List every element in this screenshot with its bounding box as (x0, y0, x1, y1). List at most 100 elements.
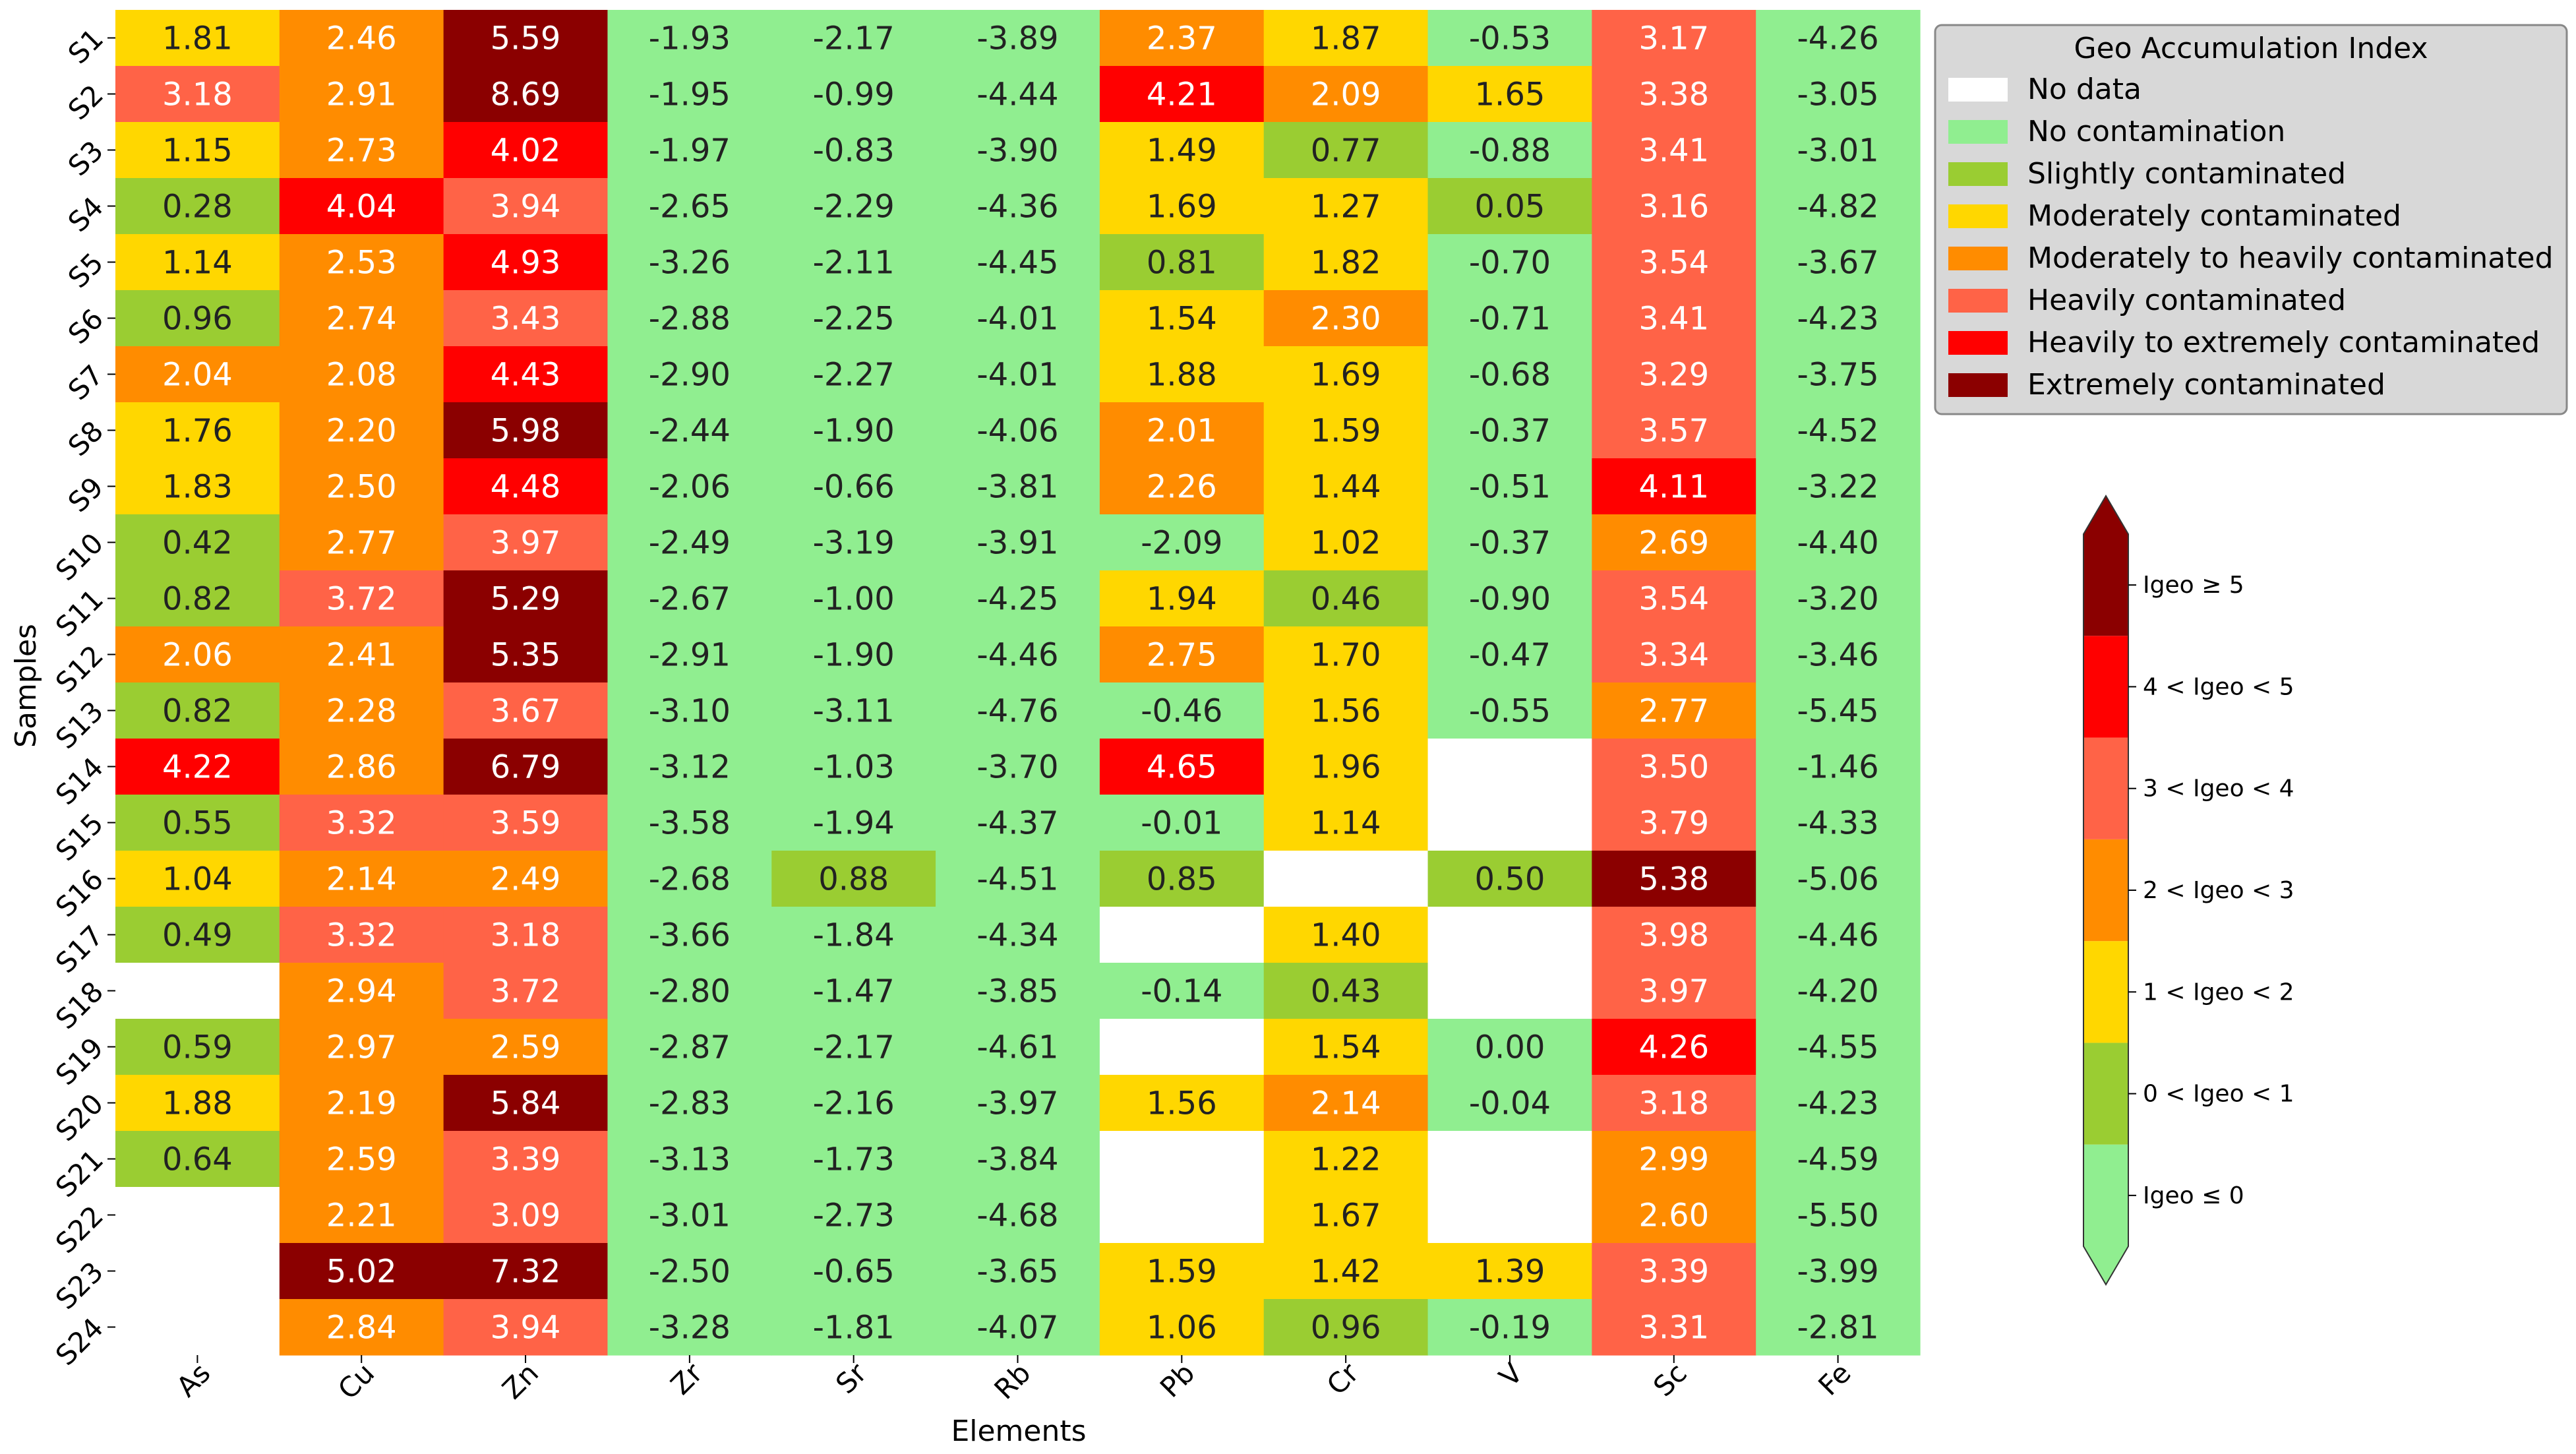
cell-value-label: 1.94 (1147, 581, 1217, 618)
cell-value-label: 4.48 (491, 469, 561, 506)
heatmap-cell (1099, 963, 1265, 1019)
heatmap-cell (279, 963, 444, 1019)
heatmap-cell (1592, 458, 1756, 515)
heatmap-cell (115, 122, 280, 179)
legend-label: Extremely contaminated (2027, 368, 2385, 402)
cell-value-label: 0.59 (162, 1029, 233, 1066)
heatmap-cell (115, 178, 280, 235)
heatmap-cell (279, 907, 444, 963)
heatmap-cell (443, 346, 609, 403)
heatmap-cell (1099, 739, 1265, 795)
cell-value-label: 5.38 (1638, 861, 1709, 898)
heatmap-cell (279, 1019, 444, 1075)
cell-value-label: 2.37 (1147, 20, 1217, 57)
heatmap-cell (443, 122, 609, 179)
heatmap-cell (279, 626, 444, 683)
heatmap-cell (443, 682, 609, 739)
cell-value-label: -2.17 (813, 20, 895, 57)
cell-value-label: 3.39 (491, 1141, 561, 1178)
cell-value-label: 3.32 (326, 805, 397, 842)
heatmap-cell (1263, 10, 1429, 67)
heatmap-cell (1427, 739, 1592, 795)
heatmap-cell (1592, 795, 1756, 851)
cell-value-label: -0.83 (813, 133, 895, 169)
heatmap-cell (936, 290, 1100, 347)
cell-value-label: 1.56 (1311, 693, 1381, 730)
y-tick-label: S2 (62, 78, 109, 126)
heatmap-cell (1427, 402, 1592, 459)
colorbar-segment (2083, 496, 2128, 636)
heatmap-cell (1263, 234, 1429, 291)
heatmap-cell (1592, 907, 1756, 963)
cell-value-label: -2.25 (813, 301, 895, 338)
cell-value-label: -0.68 (1469, 357, 1551, 394)
heatmap-cell (279, 851, 444, 907)
heatmap-cell (1592, 402, 1756, 459)
cell-value-label: 1.40 (1311, 917, 1381, 954)
heatmap-cell (443, 795, 609, 851)
colorbar-label: 3 < Igeo < 4 (2143, 775, 2294, 803)
heatmap-cell (1756, 851, 1921, 907)
cell-value-label: 3.72 (326, 581, 397, 618)
cell-value-label: 4.11 (1638, 469, 1709, 506)
cell-value-label: 3.16 (1638, 189, 1709, 226)
heatmap-cell (1756, 907, 1921, 963)
heatmap-cell (771, 963, 936, 1019)
heatmap-cell (443, 402, 609, 459)
heatmap-cell (1592, 1187, 1756, 1244)
heatmap-cell (1756, 626, 1921, 683)
heatmap-cell (115, 626, 280, 683)
heatmap-cell (607, 1243, 772, 1300)
cell-value-label: 2.77 (326, 525, 397, 562)
cell-value-label: -3.22 (1797, 469, 1878, 506)
cell-value-label: 0.46 (1311, 581, 1381, 618)
heatmap-cell (1592, 739, 1756, 795)
heatmap-cell (443, 1299, 609, 1356)
x-tick-label: Sc (1647, 1356, 1693, 1403)
heatmap-cell (1592, 570, 1756, 627)
heatmap-cell (607, 290, 772, 347)
cell-value-label: -3.58 (649, 805, 731, 842)
cell-value-label: -4.37 (976, 805, 1058, 842)
cell-value-label: -2.73 (813, 1197, 895, 1234)
cell-value-label: -3.11 (813, 693, 895, 730)
legend-label: Slightly contaminated (2027, 157, 2346, 191)
legend-swatch (1948, 162, 2008, 186)
heatmap-cell (771, 178, 936, 235)
cell-value-label: 0.28 (162, 189, 233, 226)
cell-value-label: 2.59 (491, 1029, 561, 1066)
cell-value-label: 2.26 (1147, 469, 1217, 506)
heatmap-cell (1592, 682, 1756, 739)
heatmap-cell (115, 290, 280, 347)
heatmap-cell (1756, 234, 1921, 291)
heatmap-cell (936, 1187, 1100, 1244)
heatmap-cell (1099, 626, 1265, 683)
cell-value-label: 4.02 (491, 133, 561, 169)
heatmap-cell (443, 458, 609, 515)
cell-value-label: -2.16 (813, 1085, 895, 1122)
cell-value-label: -1.73 (813, 1141, 895, 1178)
heatmap-cell (1756, 1299, 1921, 1356)
heatmap-cell (771, 458, 936, 515)
heatmap-cell (607, 1187, 772, 1244)
heatmap-cell (607, 514, 772, 571)
heatmap-cell (115, 10, 280, 67)
cell-value-label: 2.08 (326, 357, 397, 394)
heatmap-cell (1263, 458, 1429, 515)
cell-value-label: -4.46 (976, 637, 1058, 674)
cell-value-label: 2.53 (326, 245, 397, 282)
colorbar-label: 4 < Igeo < 5 (2143, 673, 2294, 700)
heatmap-cell (936, 234, 1100, 291)
heatmap-cell (115, 907, 280, 963)
cell-value-label: -4.06 (976, 413, 1058, 450)
heatmap-cell (1263, 1019, 1429, 1075)
heatmap-cell (1427, 1243, 1592, 1300)
heatmap-cell (771, 10, 936, 67)
cell-value-label: -3.26 (649, 245, 731, 282)
cell-value-label: -3.19 (813, 525, 895, 562)
x-tick-label: Rb (988, 1356, 1036, 1405)
heatmap-cell (607, 1131, 772, 1188)
cell-value-label: 2.21 (326, 1197, 397, 1234)
heatmap-cell (1427, 458, 1592, 515)
heatmap-cell (771, 290, 936, 347)
